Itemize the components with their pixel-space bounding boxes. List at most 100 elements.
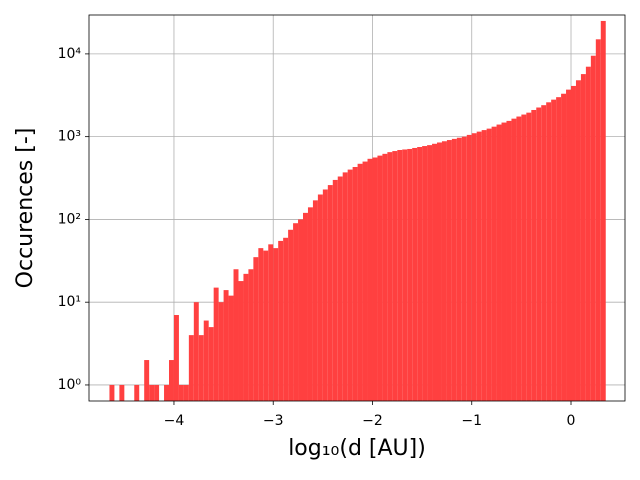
bar xyxy=(526,112,532,401)
bar xyxy=(164,384,170,401)
bar xyxy=(218,302,224,401)
bar xyxy=(362,161,368,401)
bar xyxy=(342,172,348,401)
bar xyxy=(427,145,433,401)
bar xyxy=(332,179,338,401)
bar xyxy=(312,200,318,401)
bar xyxy=(134,384,140,401)
bar xyxy=(511,118,517,401)
bar xyxy=(144,360,150,401)
bar xyxy=(288,229,294,401)
bar xyxy=(169,360,174,401)
bar xyxy=(432,143,438,401)
y-tick-label: 10³ xyxy=(58,129,81,145)
bar xyxy=(327,185,333,401)
bar xyxy=(516,116,522,402)
y-axis-label: Occurences [-] xyxy=(13,128,38,289)
x-tick-label: 0 xyxy=(567,413,576,429)
bar xyxy=(437,142,442,401)
bar xyxy=(188,335,194,401)
bar xyxy=(571,85,576,401)
bar xyxy=(506,120,512,402)
bar xyxy=(561,93,567,402)
bar xyxy=(422,146,428,401)
bar xyxy=(536,107,542,402)
bar xyxy=(228,295,234,401)
bar xyxy=(119,384,125,401)
x-tick-label: −1 xyxy=(461,413,482,429)
bar xyxy=(466,134,472,401)
x-axis-label: log₁₀(d [AU]) xyxy=(288,436,426,461)
bar xyxy=(322,189,328,401)
x-tick-label: −3 xyxy=(263,413,284,429)
bar xyxy=(203,320,209,401)
bar xyxy=(248,269,254,401)
bar xyxy=(213,287,219,401)
x-tick-label: −2 xyxy=(362,413,383,429)
bar xyxy=(377,155,383,401)
bar xyxy=(580,74,586,402)
bar xyxy=(317,194,323,401)
bar xyxy=(456,137,462,401)
bar xyxy=(476,131,482,401)
bar xyxy=(278,240,284,401)
bar xyxy=(178,384,184,401)
bar xyxy=(595,39,601,401)
bar xyxy=(198,335,204,401)
bar xyxy=(238,281,244,401)
bar xyxy=(402,149,408,401)
x-tick-label: −4 xyxy=(164,413,185,429)
bar xyxy=(223,290,229,401)
bar xyxy=(149,384,155,401)
bar xyxy=(496,124,502,401)
bar xyxy=(566,89,572,401)
bar xyxy=(481,130,487,401)
bar xyxy=(303,212,308,401)
bar xyxy=(173,315,179,401)
bar xyxy=(352,166,358,401)
bar xyxy=(590,55,596,401)
bar xyxy=(575,80,581,401)
bar xyxy=(446,140,452,401)
bar xyxy=(298,219,304,401)
y-tick-label: 10⁰ xyxy=(58,377,82,393)
bar xyxy=(367,158,373,401)
bar xyxy=(397,149,403,401)
bar xyxy=(546,102,552,401)
bar xyxy=(392,151,398,401)
bar xyxy=(183,384,189,401)
bar xyxy=(268,244,274,401)
bar xyxy=(387,152,393,401)
bar xyxy=(551,99,557,401)
axes-frame xyxy=(88,14,626,402)
bar xyxy=(412,147,418,401)
bar xyxy=(417,146,423,401)
bar xyxy=(471,133,477,401)
bar xyxy=(307,207,313,401)
bar xyxy=(347,169,353,401)
bar xyxy=(233,269,239,401)
bar xyxy=(491,126,497,401)
bar xyxy=(258,248,264,401)
y-tick-label: 10¹ xyxy=(58,294,81,310)
bar xyxy=(486,128,492,401)
bar xyxy=(407,148,413,401)
y-tick-label: 10² xyxy=(58,211,81,227)
bar xyxy=(372,157,378,401)
bar xyxy=(461,136,467,402)
bar xyxy=(193,302,199,401)
bar xyxy=(243,273,249,401)
bar xyxy=(501,122,507,401)
bar xyxy=(585,66,591,402)
bar xyxy=(441,141,447,401)
bar xyxy=(154,384,160,401)
bar xyxy=(293,223,299,401)
bar xyxy=(253,257,259,401)
bar xyxy=(273,248,279,401)
bar xyxy=(382,153,388,401)
bar xyxy=(531,109,537,401)
bar xyxy=(208,327,214,401)
bar xyxy=(556,97,562,401)
y-tick-label: 10⁴ xyxy=(58,46,82,62)
